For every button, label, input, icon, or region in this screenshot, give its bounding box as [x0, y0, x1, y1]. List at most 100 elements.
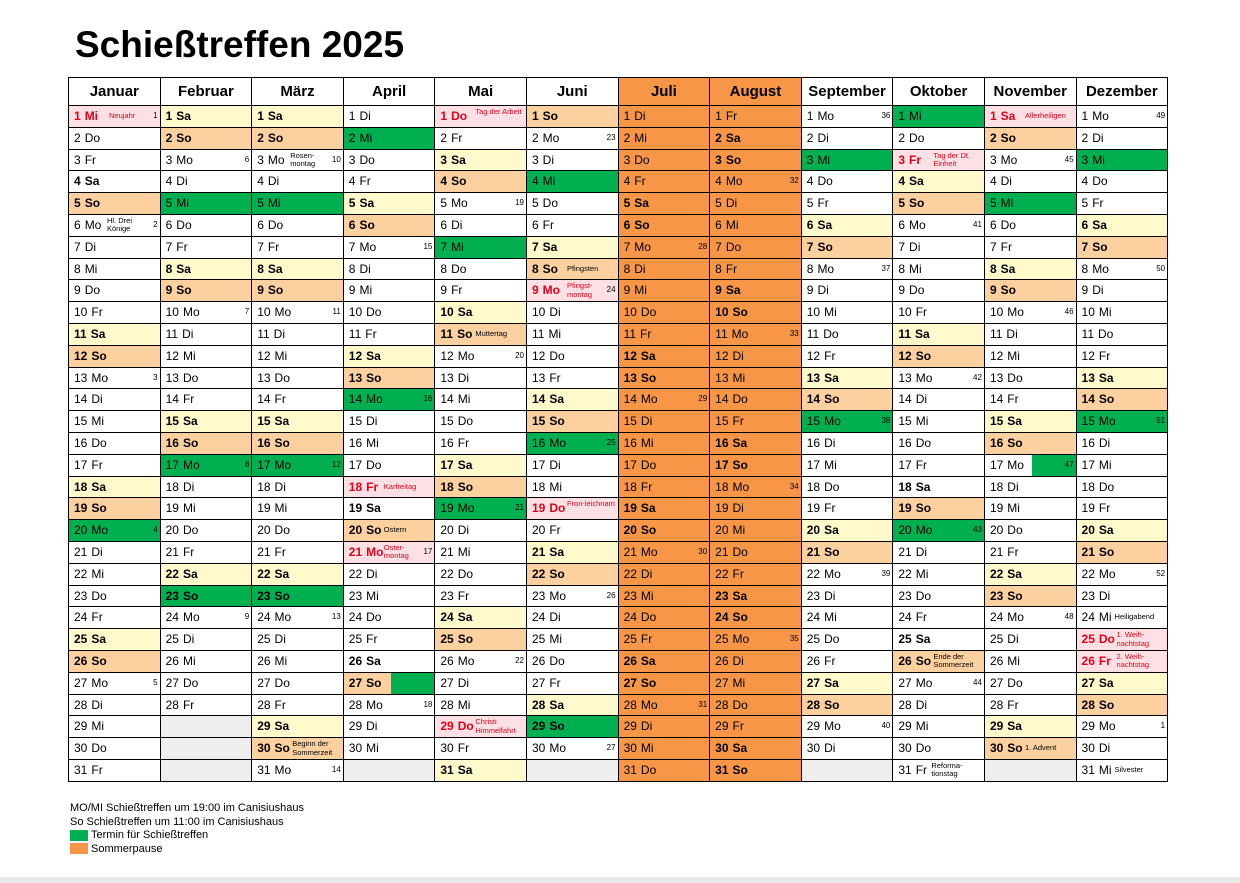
- day-cell: 28 Fr: [159, 693, 253, 717]
- day-cell: 19 So: [68, 497, 161, 521]
- day-number: 5: [74, 196, 81, 211]
- weekday-label: Di: [1098, 435, 1111, 450]
- month-header: Februar: [159, 77, 253, 106]
- weekday-label: Mi: [549, 479, 562, 494]
- day-cell: 12 Mi: [159, 344, 253, 368]
- day-number: 9: [623, 283, 631, 298]
- day-cell: 27 So: [342, 671, 436, 695]
- day-cell: 20 Di: [434, 519, 527, 542]
- day-cell: 5 Mi: [251, 192, 344, 215]
- day-cell: 30 So Beginn der Sommerzeit: [251, 737, 344, 760]
- day-cell: 20 Mo 4: [68, 519, 161, 542]
- empty-day-cell: [800, 758, 894, 782]
- weekday-label: Di: [824, 741, 836, 756]
- weekday-label: Do: [91, 588, 107, 603]
- weekday-label: Di: [732, 501, 744, 516]
- weekday-label: Mi: [824, 305, 837, 320]
- day-number: 6: [348, 217, 356, 232]
- day-number: 26: [531, 653, 546, 668]
- weekday-label: Mo: [640, 697, 658, 712]
- day-number: 2: [531, 130, 539, 145]
- calendar-row: 9 Do 9 So 9 So 9 Mi 9 Fr 9 Mo Pfingst-montag 24 9 Mi 9 Sa…: [68, 279, 1169, 303]
- day-cell: 2 Sa: [709, 126, 802, 150]
- day-number: 12: [531, 348, 546, 363]
- day-cell: 8 Mo 37: [800, 257, 894, 281]
- day-cell: 20 Do: [159, 519, 253, 542]
- day-number: 21: [531, 544, 546, 559]
- day-number: 10: [257, 305, 271, 320]
- weekday-label: Mo: [457, 501, 475, 516]
- weekday-label: Sa: [640, 653, 656, 668]
- day-cell: 2 Mi: [342, 126, 436, 150]
- day-number: 11: [898, 326, 912, 341]
- weekday-label: Fr: [824, 348, 836, 363]
- day-cell: 14 Mi: [434, 388, 527, 412]
- day-number: 30: [806, 741, 821, 756]
- day-cell: 19 Fr: [800, 497, 894, 521]
- day-number: 30: [898, 741, 912, 756]
- day-number: 25: [806, 632, 821, 647]
- day-cell: 22 So: [525, 562, 619, 586]
- week-number: 37: [881, 263, 891, 273]
- weekday-label: Fr: [909, 152, 922, 167]
- day-number: 12: [74, 348, 88, 363]
- day-number: 16: [440, 435, 454, 450]
- day-cell: 25 Sa: [68, 628, 161, 651]
- day-number: 7: [715, 239, 722, 254]
- weekday-label: Fr: [732, 719, 744, 734]
- week-number: 1: [1160, 721, 1166, 731]
- day-number: 14: [531, 392, 546, 407]
- day-number: 16: [531, 435, 546, 450]
- day-cell: 10 Do: [617, 301, 711, 324]
- weekday-label: Mo: [1092, 109, 1109, 123]
- weekday-label: Di: [1000, 174, 1012, 189]
- day-number: 10: [623, 305, 637, 320]
- day-number: 14: [623, 392, 637, 407]
- day-cell: 1 So: [525, 105, 619, 128]
- day-cell: 5 Fr: [1075, 192, 1169, 215]
- weekday-label: Do: [1007, 675, 1023, 690]
- day-number: 13: [1081, 370, 1095, 385]
- day-number: 13: [348, 370, 363, 385]
- weekday-label: Mi: [1098, 457, 1112, 472]
- weekday-label: Mi: [1092, 152, 1105, 167]
- day-number: 29: [806, 719, 821, 734]
- weekday-label: Sa: [640, 348, 656, 363]
- day-number: 27: [989, 675, 1004, 690]
- weekday-label: So: [176, 283, 192, 298]
- day-cell: 3 Sa: [434, 148, 527, 172]
- weekday-label: Mi: [542, 174, 556, 189]
- weekday-label: Fr: [634, 174, 646, 189]
- calendar-row: 4 Sa 4 Di 4 Di 4 Fr 4 So 4 Mi 4 Fr 4 Mo 32 4 Do 4 Sa 4 Di 4 Do: [68, 170, 1169, 194]
- day-cell: 8 Mi: [892, 257, 985, 281]
- day-cell: 10 So: [709, 301, 802, 324]
- weekday-label: Mo: [182, 305, 200, 320]
- calendar-row: 24 Fr 24 Mo 9 24 Mo 13 24 Do 24 Sa 24 Di 24 Do 24 So 24 Mi 2…: [68, 606, 1169, 630]
- day-cell: 4 Do: [800, 170, 894, 194]
- day-number: 28: [531, 697, 546, 712]
- day-number: 11: [1081, 326, 1094, 341]
- day-cell: 15 Do: [434, 410, 527, 433]
- day-cell: 26 So: [68, 649, 161, 673]
- holiday-note: Pfingst-montag: [566, 281, 593, 299]
- day-cell: 6 Sa: [1075, 213, 1169, 237]
- day-number: 17: [989, 457, 1004, 472]
- day-cell: 7 Mo 15: [342, 235, 436, 259]
- weekday-label: Do: [1098, 479, 1115, 494]
- day-cell: 12 Mi: [983, 344, 1077, 368]
- weekday-label: Mi: [732, 523, 746, 538]
- day-cell: 21 Mo 30: [617, 540, 711, 564]
- day-cell: 21 Di: [892, 540, 985, 564]
- day-cell: 8 Sa: [983, 257, 1077, 281]
- day-cell: 15 Mi: [892, 410, 985, 433]
- day-cell: 28 So: [1075, 693, 1169, 717]
- week-number: 17: [423, 546, 433, 556]
- weekday-label: Do: [915, 588, 932, 603]
- day-cell: 24 Mi: [800, 606, 894, 630]
- day-number: 6: [74, 217, 81, 232]
- day-number: 12: [1081, 348, 1095, 363]
- weekday-label: Sa: [549, 392, 565, 407]
- calendar-row: 2 Do 2 So 2 So 2 Mi 2 Fr 2 Mo 23 2 Mi 2 Sa 2 Di 2 Do 2 So 2 Di: [68, 126, 1169, 150]
- week-number: 14: [331, 764, 341, 774]
- day-cell: 19 Sa: [617, 497, 711, 521]
